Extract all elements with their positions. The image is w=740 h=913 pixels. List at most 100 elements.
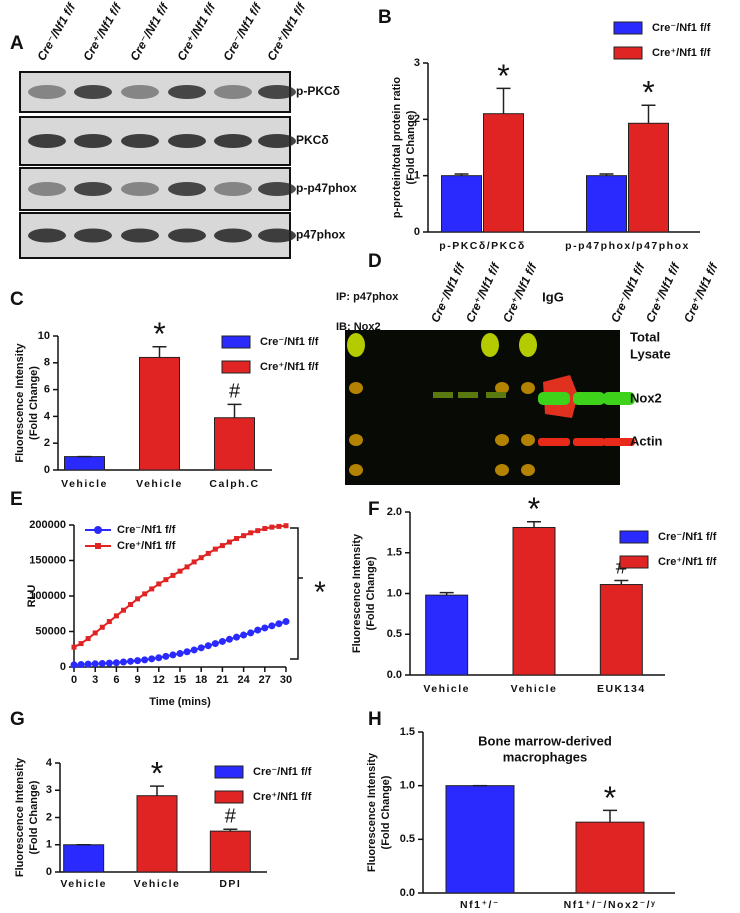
marker xyxy=(155,654,163,662)
y-tick-label: 0 xyxy=(44,464,50,476)
x-tick-label: 18 xyxy=(195,674,207,686)
marker xyxy=(282,618,290,626)
lane-label: Cre⁺/Nf1 f/f xyxy=(681,260,721,325)
x-tick-label: 0 xyxy=(71,674,77,686)
lane-label: Cre⁺/Nf1 f/f xyxy=(80,0,124,63)
marker xyxy=(191,559,197,565)
lane-label: Cre⁻/Nf1 f/f xyxy=(127,0,171,63)
marker xyxy=(184,564,190,570)
error-bar xyxy=(603,809,617,823)
marker xyxy=(176,650,184,658)
row-label: p47phox xyxy=(296,228,346,242)
marker xyxy=(233,633,241,641)
error-bar xyxy=(599,173,614,176)
marker xyxy=(119,658,127,666)
marker xyxy=(127,657,135,665)
y-tick-label: 2.0 xyxy=(387,506,402,518)
marker xyxy=(190,646,198,654)
marker xyxy=(92,630,98,636)
legend-label: Cre⁻/Nf1 f/f xyxy=(652,22,711,34)
lane-label: Cre⁻/Nf1 f/f xyxy=(608,260,648,325)
blot-band xyxy=(28,85,66,99)
x-tick-label: EUK134 xyxy=(597,683,646,695)
actin-band xyxy=(538,438,570,446)
ladder-band xyxy=(495,382,509,394)
marker xyxy=(112,659,120,667)
panel-label: H xyxy=(368,709,382,730)
blot-band xyxy=(168,182,206,196)
nox2-band xyxy=(486,392,506,398)
y-tick-label: 4 xyxy=(46,757,53,769)
marker xyxy=(163,577,169,583)
y-tick-label: 6 xyxy=(44,384,50,396)
marker xyxy=(183,648,191,656)
blot-band xyxy=(74,85,112,99)
marker xyxy=(234,535,240,541)
x-tick-label: 24 xyxy=(237,674,250,686)
y-axis-label: Fluorescence Intensity xyxy=(14,757,26,877)
blot-band xyxy=(258,134,296,148)
marker xyxy=(283,523,289,529)
nox2-band xyxy=(458,392,478,398)
bar xyxy=(445,785,515,894)
marker xyxy=(142,591,148,597)
marker xyxy=(77,661,85,669)
ladder-band xyxy=(495,434,509,446)
blot-band xyxy=(214,134,252,148)
bar xyxy=(63,844,105,873)
bar xyxy=(64,456,105,471)
lane-label: Cre⁺/Nf1 f/f xyxy=(463,260,503,325)
bar xyxy=(586,175,627,233)
marker xyxy=(106,619,112,625)
actin-band xyxy=(603,438,635,446)
significance-mark: * xyxy=(528,491,540,527)
marker xyxy=(128,602,134,608)
bar xyxy=(628,122,669,233)
marker xyxy=(78,641,84,647)
marker xyxy=(134,657,142,665)
marker xyxy=(85,636,91,642)
error-bar xyxy=(527,521,541,528)
legend-swatch xyxy=(221,335,251,349)
error-bar xyxy=(454,173,469,176)
marker xyxy=(135,596,141,602)
x-tick-label: Vehicle xyxy=(136,478,183,490)
y-tick-label: 1 xyxy=(46,839,52,851)
blot-band xyxy=(28,228,66,243)
y-tick-label: 2 xyxy=(44,437,50,449)
bar xyxy=(575,821,645,894)
blot-band xyxy=(214,182,252,196)
marker xyxy=(91,660,99,668)
blot-band xyxy=(214,85,252,99)
blot-band xyxy=(168,85,206,99)
y-tick-label: 0.0 xyxy=(387,669,402,681)
line xyxy=(73,524,287,649)
legend-label: Cre⁺/Nf1 f/f xyxy=(117,540,176,552)
legend-marker xyxy=(94,526,102,534)
x-tick-label: Vehicle xyxy=(60,878,107,890)
legend-label: Cre⁺/Nf1 f/f xyxy=(260,361,319,373)
legend-swatch xyxy=(613,21,643,35)
marker xyxy=(212,546,218,552)
legend-label: Cre⁺/Nf1 f/f xyxy=(253,791,312,803)
lane-label: Cre⁺/Nf1 f/f xyxy=(643,260,683,325)
ladder-band xyxy=(349,464,363,476)
legend-swatch xyxy=(619,555,649,569)
marker xyxy=(177,568,183,574)
marker xyxy=(248,530,254,536)
nox2-band xyxy=(603,392,635,405)
marker xyxy=(268,622,276,630)
y-tick-label: 0 xyxy=(414,226,420,238)
y-axis-label: (Fold Change) xyxy=(365,556,377,630)
marker xyxy=(71,644,77,650)
marker xyxy=(169,651,177,659)
legend-swatch xyxy=(221,360,251,374)
y-tick-label: 0.5 xyxy=(387,628,402,640)
marker xyxy=(241,533,247,539)
ladder-band xyxy=(519,333,537,357)
x-tick-label: p-PKCδ/PKCδ xyxy=(439,240,525,252)
marker xyxy=(113,613,119,619)
y-axis-label: RLU xyxy=(26,585,38,608)
lane-label: Cre⁺/Nf1 f/f xyxy=(174,0,218,63)
blot-band xyxy=(258,85,296,99)
